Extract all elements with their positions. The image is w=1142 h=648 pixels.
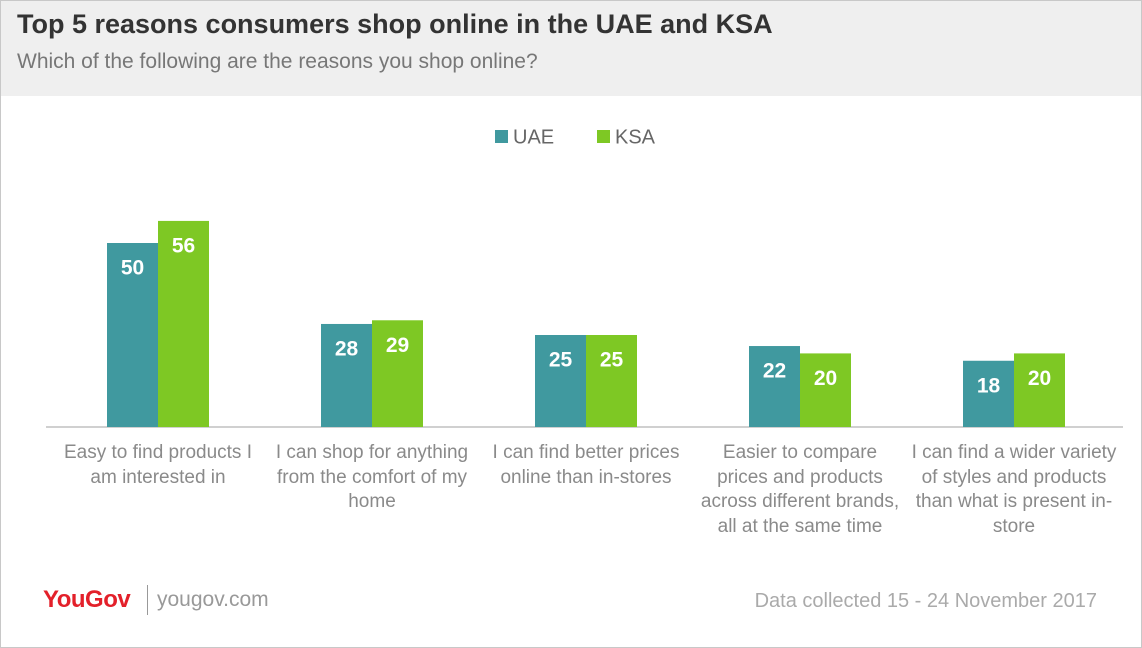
bar xyxy=(321,323,372,427)
bar xyxy=(372,320,423,427)
separator xyxy=(147,585,148,615)
brand-url: yougov.com xyxy=(157,588,269,611)
data-label: 25 xyxy=(600,349,624,372)
data-label: 25 xyxy=(549,349,573,372)
bar xyxy=(749,346,800,427)
chart-subtitle: Which of the following are the reasons y… xyxy=(17,50,538,73)
x-tick-label: I can find a wider variety of styles and… xyxy=(911,442,1117,537)
x-tick-label: I can find better prices online than in-… xyxy=(492,442,680,488)
chart-title: Top 5 reasons consumers shop online in t… xyxy=(17,9,773,39)
brand-logo: YouGov xyxy=(43,586,131,613)
data-label: 29 xyxy=(386,334,409,357)
header xyxy=(1,1,1141,96)
x-tick-label: Easier to compare prices and products ac… xyxy=(700,442,900,537)
legend-label: UAE xyxy=(513,126,554,148)
bar xyxy=(963,360,1014,427)
x-tick-label: Easy to find products I am interested in xyxy=(64,442,252,488)
bar xyxy=(586,335,637,427)
legend-swatch xyxy=(597,130,610,143)
data-label: 50 xyxy=(121,257,144,280)
data-label: 56 xyxy=(172,234,195,257)
data-label: 18 xyxy=(977,374,1001,397)
data-label: 22 xyxy=(763,360,786,383)
source-note: Data collected 15 - 24 November 2017 xyxy=(754,590,1097,612)
bar xyxy=(158,220,209,427)
bar xyxy=(1014,353,1065,427)
x-tick-label: I can shop for anything from the comfort… xyxy=(275,442,469,512)
bar xyxy=(107,243,158,427)
data-label: 20 xyxy=(1028,367,1051,390)
data-label: 28 xyxy=(335,338,359,361)
legend-swatch xyxy=(495,130,508,143)
data-label: 20 xyxy=(814,367,837,390)
legend-label: KSA xyxy=(615,126,656,148)
bar xyxy=(535,335,586,427)
bar xyxy=(800,353,851,427)
